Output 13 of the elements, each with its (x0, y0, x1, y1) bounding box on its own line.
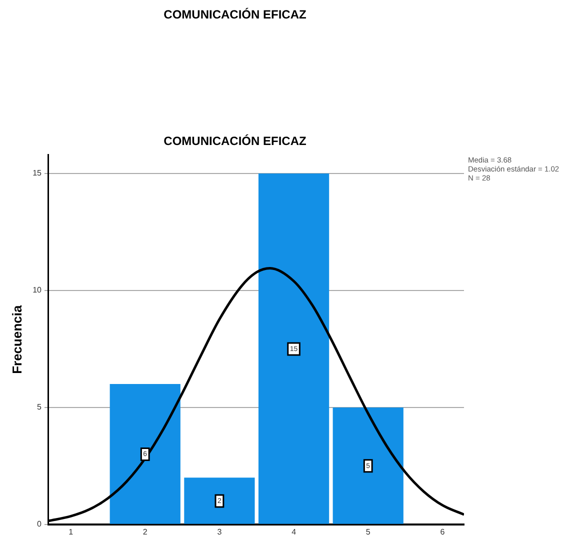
y-tick-label: 15 (32, 168, 42, 178)
y-tick-label: 0 (37, 520, 42, 529)
x-tick-label: 1 (68, 527, 74, 536)
x-tick-label: 3 (217, 527, 222, 536)
chart-subtitle: COMUNICACIÓN EFICAZ (164, 134, 306, 148)
x-tick-label: 5 (366, 527, 371, 536)
x-tick-label: 6 (440, 527, 446, 536)
y-axis-title: Frecuencia (9, 304, 24, 374)
y-tick-label: 10 (32, 286, 42, 295)
y-tick-label: 5 (37, 402, 42, 412)
chart-title: COMUNICACIÓN EFICAZ (164, 8, 306, 22)
x-tick-label: 4 (292, 527, 297, 536)
x-tick-label: 2 (142, 527, 148, 536)
